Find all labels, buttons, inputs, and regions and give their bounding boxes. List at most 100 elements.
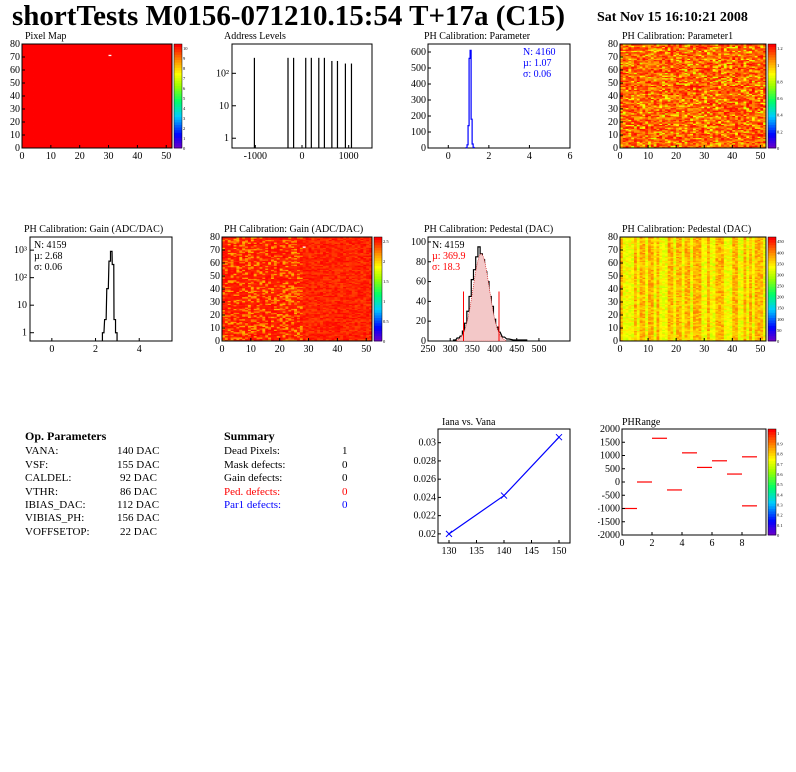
heatmap-cell: [137, 76, 141, 79]
heatmap-cell: [131, 111, 135, 114]
heatmap-cell: [636, 144, 641, 146]
heatmap-cell: [33, 94, 37, 97]
heatmap-cell: [94, 103, 98, 106]
heatmap-cell: [154, 60, 158, 63]
heatmap-cell: [631, 128, 635, 131]
heatmap-cell: [33, 85, 37, 88]
heatmap-cell: [163, 128, 167, 131]
heatmap-cell: [131, 86, 135, 89]
heatmap-cell: [50, 135, 55, 137]
colorbar-step: [174, 142, 182, 146]
heatmap-cell: [22, 106, 26, 109]
heatmap-cell: [62, 106, 66, 109]
heatmap-cell: [42, 75, 46, 77]
heatmap-cell: [56, 96, 60, 98]
heatmap-cell: [105, 107, 109, 110]
heatmap-cell: [639, 63, 643, 66]
heatmap-cell: [88, 122, 92, 124]
heatmap-cell: [36, 127, 40, 129]
heatmap-cell: [47, 57, 52, 59]
heatmap-cell: [157, 119, 161, 122]
heatmap-cell: [79, 98, 83, 101]
heatmap-cell: [88, 50, 92, 53]
heatmap-cell: [163, 46, 167, 49]
heatmap-cell: [47, 124, 52, 127]
heatmap-cell: [47, 114, 52, 116]
heatmap-cell: [42, 58, 46, 60]
heatmap-cell: [24, 51, 29, 54]
heatmap-cell: [114, 46, 118, 49]
heatmap-cell: [33, 70, 37, 72]
colorbar-step: [174, 49, 182, 53]
heatmap-cell: [22, 101, 26, 103]
heatmap-cell: [24, 70, 29, 72]
heatmap-cell: [39, 124, 43, 127]
heatmap-cell: [625, 97, 629, 99]
heatmap-cell: [102, 111, 107, 114]
heatmap-cell: [157, 111, 161, 114]
heatmap-cell: [24, 101, 29, 103]
heatmap-cell: [163, 72, 167, 75]
heatmap-cell: [634, 63, 638, 66]
heatmap-cell: [140, 128, 144, 131]
heatmap-cell: [76, 125, 81, 128]
heatmap-cell: [622, 89, 627, 92]
heatmap-cell: [68, 110, 72, 112]
heatmap-cell: [62, 46, 66, 49]
heatmap-cell: [82, 51, 86, 54]
heatmap-cell: [88, 128, 92, 131]
heatmap-cell: [94, 68, 98, 71]
heatmap-cell: [134, 94, 138, 97]
heatmap-cell: [76, 68, 81, 71]
heatmap-cell: [125, 93, 130, 96]
heatmap-cell: [631, 127, 635, 129]
heatmap-cell: [79, 92, 83, 94]
heatmap-cell: [639, 133, 643, 136]
heatmap-cell: [125, 115, 130, 118]
heatmap-cell: [24, 90, 29, 93]
heatmap-cell: [143, 64, 147, 67]
heatmap-cell: [97, 84, 101, 86]
heatmap-cell: [50, 133, 55, 136]
heatmap-cell: [99, 127, 104, 129]
heatmap-cell: [128, 132, 133, 135]
heatmap-cell: [160, 129, 164, 132]
heatmap-cell: [105, 44, 109, 46]
heatmap-cell: [45, 99, 49, 102]
heatmap-cell: [102, 85, 107, 88]
heatmap-cell: [24, 68, 29, 71]
heatmap-cell: [99, 68, 104, 71]
heatmap-cell: [97, 83, 101, 85]
heatmap-cell: [166, 94, 170, 97]
heatmap-cell: [111, 114, 115, 116]
heatmap-cell: [622, 86, 627, 89]
heatmap-cell: [157, 101, 161, 103]
heatmap-cell: [120, 67, 124, 70]
heatmap-cell: [120, 132, 124, 135]
heatmap-cell: [59, 83, 63, 85]
heatmap-cell: [122, 99, 127, 102]
heatmap-cell: [105, 144, 109, 146]
heatmap-cell: [634, 76, 638, 79]
heatmap-cell: [117, 118, 121, 120]
heatmap-cell: [148, 44, 153, 46]
heatmap-cell: [94, 144, 98, 146]
colorbar-step: [174, 64, 182, 68]
colorbar-step: [174, 72, 182, 76]
heatmap-cell: [114, 124, 118, 127]
heatmap-cell: [114, 131, 118, 133]
heatmap-cell: [42, 133, 46, 136]
heatmap-cell: [160, 135, 164, 137]
heatmap-cell: [24, 129, 29, 132]
heatmap-cell: [163, 45, 167, 47]
heatmap-cell: [628, 132, 632, 135]
heatmap-cell: [99, 92, 104, 94]
heatmap-cell: [68, 80, 72, 83]
heatmap-cell: [33, 132, 37, 135]
heatmap-cell: [620, 86, 624, 89]
heatmap-cell: [71, 64, 75, 67]
heatmap-cell: [73, 85, 78, 88]
heatmap-cell: [169, 118, 173, 120]
heatmap-cell: [148, 99, 153, 102]
